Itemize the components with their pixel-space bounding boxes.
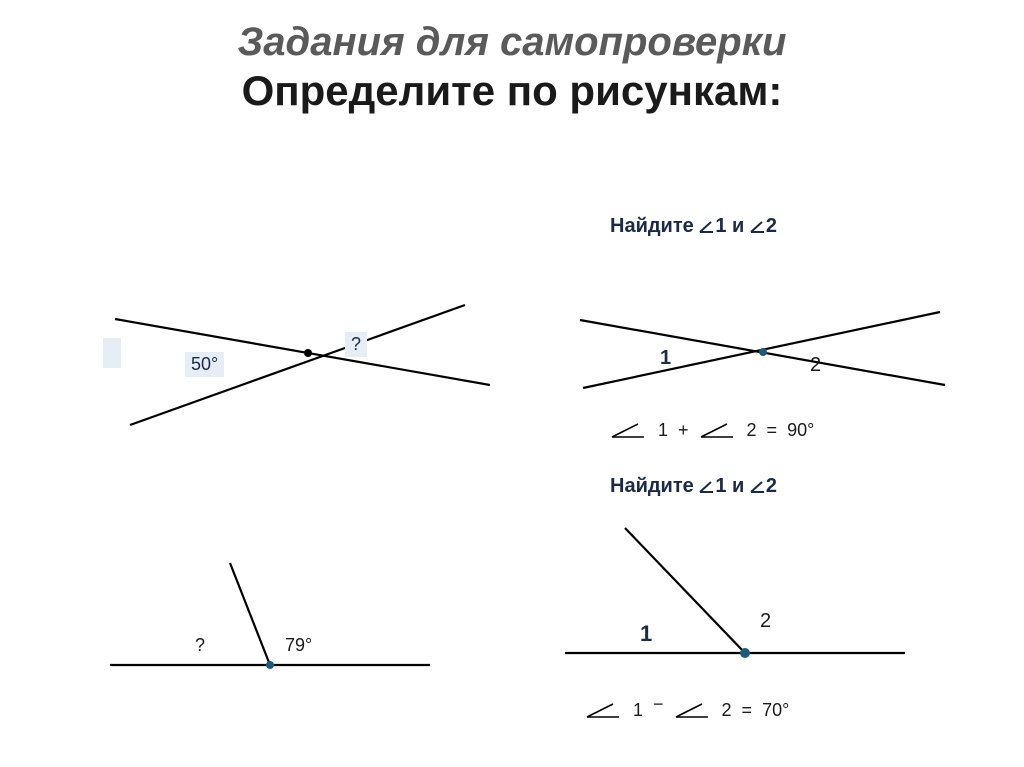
eq-val: 70° [762,700,789,721]
angle-symbol-icon [750,220,764,232]
eq-a1: 1 [633,700,643,721]
diagram-1: 50° ? [90,285,490,445]
eq-a1: 1 [658,420,668,441]
diagram-4: 1 2 [555,518,925,678]
angle-symbol-icon [699,480,713,492]
angle-symbol-icon [699,220,713,232]
diagram-4-label-1: 1 [640,621,652,647]
diagram-3-angle-79: 79° [285,635,312,656]
title-line1: Задания для самопроверки [0,20,1024,65]
angle-symbol-icon [750,480,764,492]
diagram-2-equation: 1 + 2 = 90° [610,420,814,441]
eq-op: + [678,420,689,441]
diagram-1-angle-50: 50° [185,352,224,377]
subheading-text: Найдите [610,215,699,237]
eq-eq: = [742,700,753,721]
subheading-a2: 2 [766,475,777,497]
subheading-and: и [726,475,749,497]
diagram-1-question: ? [345,332,367,357]
diagram-4-equation: 1 − 2 = 70° [585,700,789,721]
diagram-4-svg [555,518,925,678]
angle-icon [585,702,623,720]
diagram-3-svg [100,555,440,695]
diagram-4-label-2: 2 [760,610,771,633]
title-block: Задания для самопроверки Определите по р… [0,0,1024,115]
subheading-a1: 1 [715,215,726,237]
eq-eq: = [767,420,778,441]
diagram-2-label-2: 2 [810,354,821,377]
subheading-and: и [726,215,749,237]
subheading-a2: 2 [766,215,777,237]
angle-icon [674,702,712,720]
subheading-a1: 1 [715,475,726,497]
subheading-find-1-2-bottom: Найдите 1 и 2 [610,475,777,498]
diagram-3: ? 79° [100,555,440,695]
eq-op: − [653,694,664,715]
eq-a2: 2 [722,700,732,721]
diagram-1-svg [90,285,490,445]
diagram-2-label-1: 1 [660,347,671,370]
highlight-block [103,338,121,368]
eq-val: 90° [787,420,814,441]
diagram-3-question: ? [195,635,205,656]
angle-icon [699,422,737,440]
subheading-find-1-2-top: Найдите 1 и 2 [610,215,777,238]
subheading-text: Найдите [610,475,699,497]
angle-icon [610,422,648,440]
title-line2: Определите по рисункам: [0,67,1024,115]
eq-a2: 2 [747,420,757,441]
